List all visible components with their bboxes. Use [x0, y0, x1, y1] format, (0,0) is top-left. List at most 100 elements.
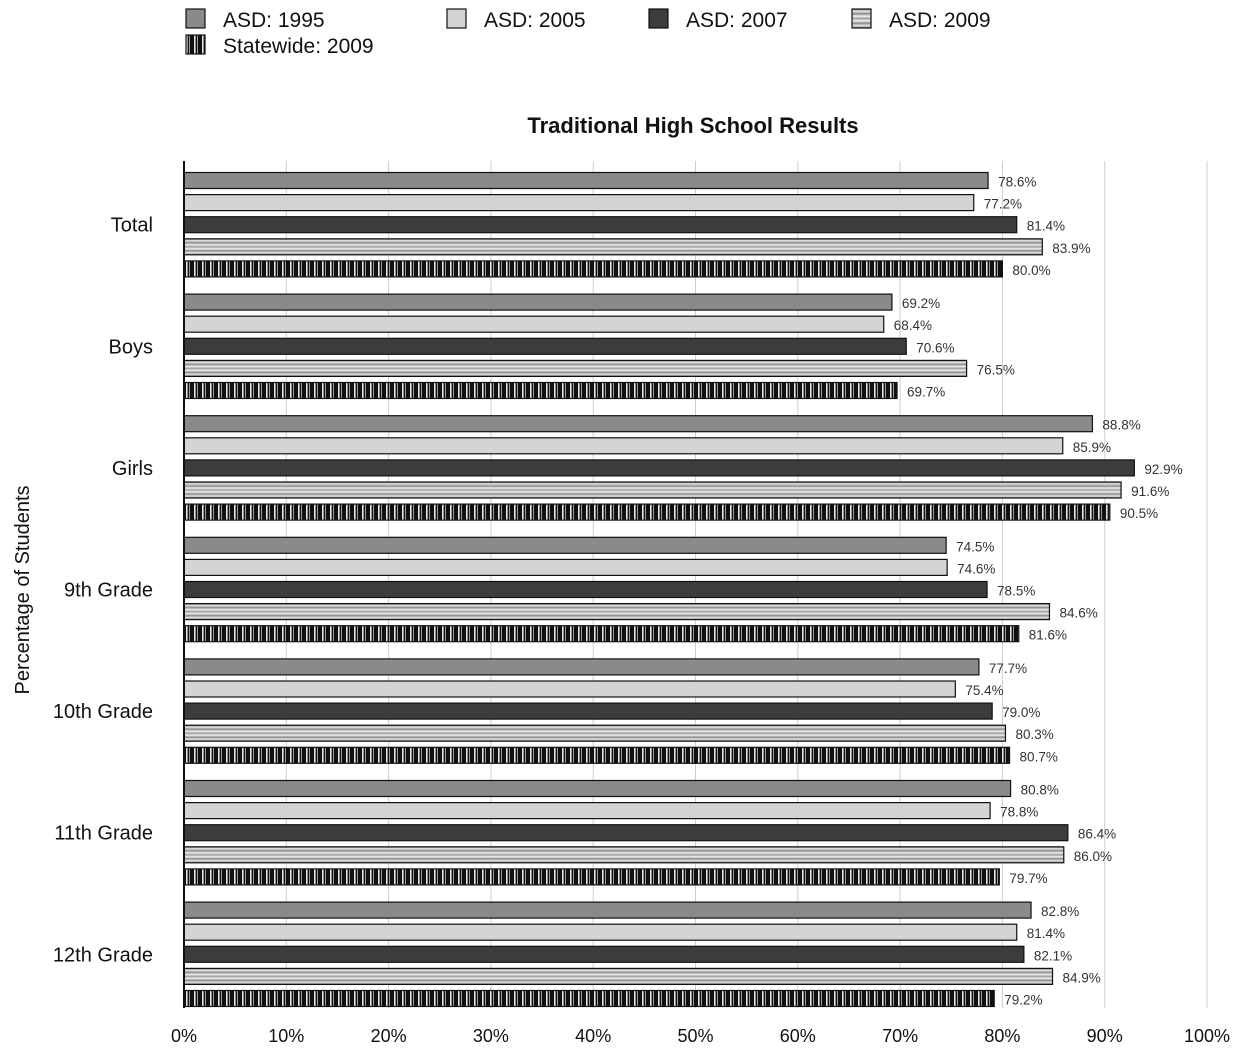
data-label-asd-2005-11th-grade: 78.8% — [1000, 805, 1038, 820]
x-tick-label: 50% — [677, 1026, 713, 1046]
bar-asd-1995-total — [183, 171, 989, 190]
category-label-12th-grade: 12th Grade — [53, 944, 153, 966]
x-tick-label: 100% — [1184, 1026, 1230, 1046]
legend-item-asd-1995: ASD: 1995 — [185, 8, 325, 32]
bar-asd-2007-10th-grade — [183, 702, 993, 720]
legend-swatch-asd-2007 — [648, 8, 669, 29]
legend-label-statewide-2009: Statewide: 2009 — [223, 35, 374, 58]
data-label-asd-2005-10th-grade: 75.4% — [965, 683, 1003, 698]
x-tick-label: 20% — [371, 1026, 407, 1046]
legend-swatch-asd-2005 — [446, 8, 467, 29]
legend-swatch-statewide-2009 — [185, 34, 206, 55]
bar-asd-2009-10th-grade — [183, 724, 1007, 742]
category-label-girls: Girls — [112, 458, 153, 480]
data-label-asd-2007-10th-grade: 79.0% — [1002, 705, 1040, 720]
bar-asd-2009-11th-grade — [183, 846, 1065, 864]
chart-title: Traditional High School Results — [527, 113, 858, 138]
x-tick-label: 70% — [882, 1026, 918, 1046]
bar-statewide-2009-11th-grade — [183, 868, 1000, 886]
bar-asd-1995-12th-grade — [183, 901, 1032, 919]
data-label-asd-2009-girls: 91.6% — [1131, 484, 1169, 499]
bar-asd-2009-12th-grade — [183, 967, 1054, 986]
bar-statewide-2009-boys — [183, 381, 898, 400]
bar-asd-1995-11th-grade — [183, 779, 1012, 798]
data-label-asd-2009-12th-grade: 84.9% — [1063, 970, 1101, 985]
data-label-statewide-2009-total: 80.0% — [1012, 263, 1050, 278]
legend-item-asd-2009: ASD: 2009 — [851, 8, 991, 32]
legend-item-asd-2005: ASD: 2005 — [446, 8, 586, 32]
bar-asd-2005-9th-grade — [183, 558, 948, 577]
data-label-asd-2005-total: 77.2% — [984, 197, 1022, 212]
data-label-statewide-2009-girls: 90.5% — [1120, 506, 1158, 521]
bar-statewide-2009-9th-grade — [183, 625, 1020, 643]
data-label-asd-2009-11th-grade: 86.0% — [1074, 849, 1112, 864]
category-label-9th-grade: 9th Grade — [64, 580, 153, 602]
x-tick-label: 10% — [268, 1026, 304, 1046]
legend-label-asd-2005: ASD: 2005 — [484, 9, 586, 32]
category-label-total: Total — [111, 215, 153, 237]
data-label-asd-1995-12th-grade: 82.8% — [1041, 904, 1079, 919]
x-tick-label: 80% — [984, 1026, 1020, 1046]
data-label-asd-1995-10th-grade: 77.7% — [989, 661, 1027, 676]
bar-asd-2009-girls — [183, 481, 1122, 499]
data-label-statewide-2009-boys: 69.7% — [907, 385, 945, 400]
bar-asd-2005-girls — [183, 437, 1064, 455]
bar-statewide-2009-10th-grade — [183, 746, 1011, 764]
bar-asd-1995-10th-grade — [183, 658, 980, 676]
bar-statewide-2009-12th-grade — [183, 989, 995, 1008]
bar-asd-2007-11th-grade — [183, 824, 1069, 842]
data-label-asd-1995-girls: 88.8% — [1102, 418, 1140, 433]
x-tick-label: 0% — [171, 1026, 197, 1046]
x-tick-label: 90% — [1087, 1026, 1123, 1046]
y-axis-label: Percentage of Students — [12, 485, 34, 694]
bar-asd-2009-9th-grade — [183, 602, 1051, 621]
bar-asd-2005-11th-grade — [183, 801, 991, 820]
bar-statewide-2009-total — [183, 260, 1004, 278]
data-label-asd-2007-boys: 70.6% — [916, 340, 954, 355]
bar-asd-2009-boys — [183, 359, 968, 377]
bar-asd-2007-9th-grade — [183, 580, 988, 599]
data-label-asd-2007-total: 81.4% — [1027, 219, 1065, 234]
bar-asd-1995-girls — [183, 415, 1094, 433]
data-label-statewide-2009-11th-grade: 79.7% — [1009, 871, 1047, 886]
data-label-asd-2007-12th-grade: 82.1% — [1034, 948, 1072, 963]
bar-asd-2005-10th-grade — [183, 680, 956, 698]
data-label-asd-2007-9th-grade: 78.5% — [997, 584, 1035, 599]
category-labels: Total Boys Girls 9th Grade 10th Grade 11th Gr… — [53, 215, 153, 967]
legend-swatch-asd-1995 — [185, 8, 206, 29]
data-label-statewide-2009-9th-grade: 81.6% — [1029, 628, 1067, 643]
data-label-asd-2005-12th-grade: 81.4% — [1027, 926, 1065, 941]
data-label-statewide-2009-10th-grade: 80.7% — [1020, 749, 1058, 764]
legend-label-asd-2009: ASD: 2009 — [889, 9, 991, 32]
x-axis-ticks: 0% 10% 20% 30% 40% 50% 60% 70% 80% 90% 100% — [171, 1026, 1230, 1046]
data-label-asd-2005-girls: 85.9% — [1073, 440, 1111, 455]
data-label-asd-2005-boys: 68.4% — [894, 318, 932, 333]
data-label-asd-2005-9th-grade: 74.6% — [957, 561, 995, 576]
bar-asd-2005-boys — [183, 315, 885, 333]
legend-swatch-asd-2009 — [851, 8, 872, 29]
data-label-statewide-2009-12th-grade: 79.2% — [1004, 993, 1042, 1008]
x-tick-label: 60% — [780, 1026, 816, 1046]
legend-label-asd-2007: ASD: 2007 — [686, 9, 788, 32]
bar-asd-2007-boys — [183, 337, 907, 355]
category-label-11th-grade: 11th Grade — [54, 823, 153, 845]
x-tick-label: 30% — [473, 1026, 509, 1046]
data-label-asd-1995-boys: 69.2% — [902, 296, 940, 311]
bar-asd-2007-12th-grade — [183, 945, 1025, 963]
bar-asd-2005-total — [183, 194, 975, 212]
data-label-asd-2009-total: 83.9% — [1052, 241, 1090, 256]
bars — [183, 171, 1135, 1008]
bar-asd-2005-12th-grade — [183, 923, 1018, 941]
bar-asd-2009-total — [183, 238, 1043, 256]
bar-asd-2007-girls — [183, 459, 1135, 477]
data-label-asd-1995-9th-grade: 74.5% — [956, 539, 994, 554]
data-label-asd-2007-girls: 92.9% — [1144, 462, 1182, 477]
data-label-asd-2009-10th-grade: 80.3% — [1015, 727, 1053, 742]
bar-asd-2007-total — [183, 216, 1018, 234]
legend-label-asd-1995: ASD: 1995 — [223, 9, 325, 32]
bar-asd-1995-9th-grade — [183, 536, 947, 554]
category-label-boys: Boys — [109, 336, 153, 358]
data-label-asd-2007-11th-grade: 86.4% — [1078, 827, 1116, 842]
legend: ASD: 1995 ASD: 2005 ASD: 2007 ASD: 2009 … — [185, 8, 991, 58]
